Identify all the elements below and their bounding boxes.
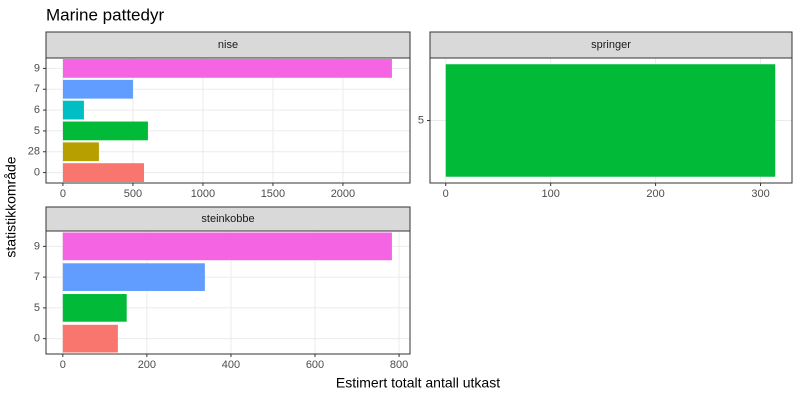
y-tick-label: 9 — [34, 62, 40, 74]
chart-title: Marine pattedyr — [46, 5, 164, 24]
bar — [62, 324, 118, 353]
y-tick-label: 0 — [34, 333, 40, 345]
x-tick-label: 1500 — [261, 188, 285, 200]
x-axis-label: Estimert totalt antall utkast — [336, 375, 500, 391]
y-tick-label: 5 — [418, 114, 424, 126]
bar — [62, 100, 84, 120]
x-tick-label: 300 — [751, 188, 769, 200]
facet-strip — [429, 31, 793, 59]
x-tick-label: 1000 — [191, 188, 215, 200]
x-tick-label: 200 — [138, 359, 156, 371]
y-tick-label: 9 — [34, 240, 40, 252]
bar — [62, 142, 99, 162]
y-tick-label: 7 — [34, 83, 40, 95]
bar — [62, 263, 205, 291]
y-axis-label: statistikkområde — [3, 156, 19, 257]
y-tick-label: 6 — [34, 104, 40, 116]
panel-border — [45, 57, 411, 184]
facet-strip — [45, 206, 411, 232]
y-tick-label: 28 — [28, 146, 40, 158]
x-tick-label: 400 — [222, 359, 240, 371]
facet-strip — [45, 31, 411, 59]
x-tick-label: 0 — [60, 359, 66, 371]
bar — [62, 163, 144, 182]
x-tick-label: 200 — [646, 188, 664, 200]
panel-border — [45, 230, 411, 355]
y-tick-label: 5 — [34, 125, 40, 137]
x-tick-label: 100 — [541, 188, 559, 200]
x-tick-label: 800 — [390, 359, 408, 371]
bar — [62, 294, 127, 322]
bar — [62, 59, 392, 78]
x-tick-label: 500 — [124, 188, 142, 200]
facet-title: steinkobbe — [201, 213, 254, 225]
panel-border — [429, 57, 793, 184]
y-tick-label: 7 — [34, 271, 40, 283]
bar — [62, 232, 392, 261]
bar — [62, 121, 148, 141]
x-tick-label: 0 — [443, 188, 449, 200]
x-tick-label: 2000 — [331, 188, 355, 200]
y-tick-label: 5 — [34, 302, 40, 314]
facet-title: nise — [218, 39, 238, 51]
x-tick-label: 600 — [306, 359, 324, 371]
bar — [62, 79, 133, 99]
facet-title: springer — [591, 39, 631, 51]
y-tick-label: 0 — [34, 166, 40, 178]
x-tick-label: 0 — [60, 188, 66, 200]
bar — [445, 64, 776, 177]
